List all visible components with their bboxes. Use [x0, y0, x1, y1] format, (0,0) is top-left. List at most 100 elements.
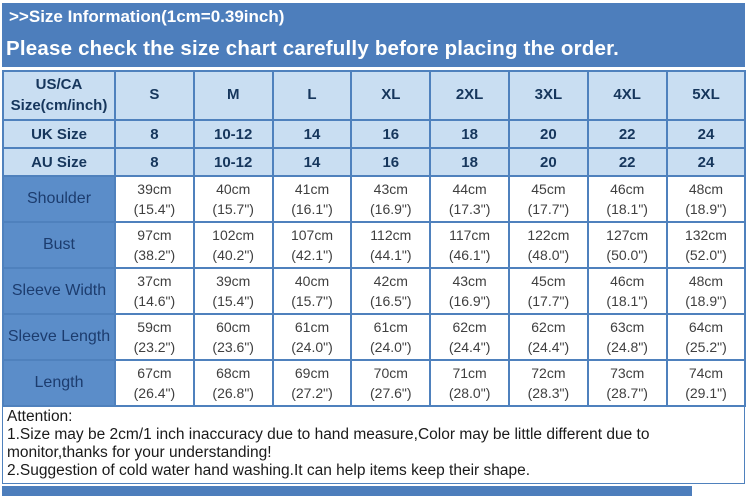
cm-value: 67cm	[137, 365, 172, 381]
inch-value: (17.7")	[527, 201, 570, 217]
size-header-cell: S	[114, 70, 195, 121]
cm-value: 46cm	[610, 273, 645, 289]
measurement-row: Length 67cm (26.4") 68cm (26.8") 69cm (27.2") 7…	[2, 359, 747, 407]
inch-value: (24.0")	[291, 339, 333, 355]
inch-value: (15.4")	[133, 201, 176, 217]
cm-value: 97cm	[137, 227, 172, 243]
au-size-row: AU Size 8 10-12 14 16 18 20 22 24	[2, 147, 747, 177]
inch-value: (48.0")	[527, 247, 570, 263]
size-header-cell: 2XL	[429, 70, 510, 121]
inch-value: (28.0")	[448, 385, 491, 401]
cm-value: 70cm	[373, 365, 408, 381]
inch-value: (27.2")	[291, 385, 333, 401]
cm-value: 40cm	[294, 273, 330, 289]
cm-value: 62cm	[452, 319, 487, 335]
inch-value: (17.7")	[527, 293, 570, 309]
cm-value: 132cm	[684, 227, 727, 243]
inch-value: (18.1")	[606, 293, 648, 309]
inch-value: (16.1")	[291, 201, 333, 217]
measurement-row: Shoulder 39cm (15.4") 40cm (15.7") 41cm (16.1"…	[2, 175, 747, 223]
inch-value: (46.1")	[448, 247, 491, 263]
inch-value: (24.8")	[606, 339, 648, 355]
cm-value: 74cm	[688, 365, 724, 381]
uk-size-row-value: 18	[429, 119, 510, 149]
au-size-row-value: 20	[507, 147, 589, 177]
measurement-value-cell: 72cm (28.3")	[507, 359, 589, 407]
cm-value: 43cm	[452, 273, 487, 289]
measurement-row: Bust 97cm (38.2") 102cm (40.2") 107cm (42.1") 1…	[2, 221, 747, 269]
inch-value: (26.8")	[212, 385, 254, 401]
measurement-value-cell: 102cm (40.2")	[192, 221, 274, 269]
attention-title: Attention:	[7, 408, 73, 425]
measurement-value-cell: 132cm (52.0")	[665, 221, 747, 269]
uk-size-row-value: 10-12	[192, 119, 274, 149]
cm-value: 63cm	[610, 319, 645, 335]
uk-size-row-value: 20	[507, 119, 589, 149]
au-size-row-value: 10-12	[192, 147, 274, 177]
cm-value: 43cm	[373, 181, 408, 197]
au-size-row-label: AU Size	[2, 147, 116, 177]
inch-value: (24.4")	[527, 339, 570, 355]
inch-value: (24.4")	[448, 339, 491, 355]
size-header-cell: 5XL	[665, 70, 747, 121]
cm-value: 72cm	[531, 365, 566, 381]
attention-note-1: 1.Size may be 2cm/1 inch inaccuracy due …	[7, 426, 650, 461]
cm-value: 39cm	[137, 181, 172, 197]
measurement-value-cell: 40cm (15.7")	[192, 175, 274, 223]
inch-value: (23.2")	[133, 339, 176, 355]
inch-value: (29.1")	[685, 385, 727, 401]
cm-value: 62cm	[531, 319, 566, 335]
cm-value: 112cm	[370, 227, 412, 243]
measurement-value-cell: 39cm (15.4")	[114, 175, 195, 223]
measurement-value-cell: 60cm (23.6")	[192, 313, 274, 361]
inch-value: (28.3")	[527, 385, 570, 401]
inch-value: (18.9")	[685, 293, 727, 309]
measurement-value-cell: 107cm (42.1")	[271, 221, 353, 269]
inch-value: (44.1")	[370, 247, 412, 263]
inch-value: (52.0")	[685, 247, 727, 263]
cm-value: 46cm	[610, 181, 645, 197]
size-header-cell: 4XL	[586, 70, 668, 121]
inch-value: (16.9")	[448, 293, 491, 309]
attention-note-2: 2.Suggestion of cold water hand washing.…	[7, 462, 531, 479]
size-info-title: >>Size Information(1cm=0.39inch)	[9, 7, 285, 26]
cm-value: 42cm	[373, 273, 408, 289]
cm-value: 45cm	[531, 181, 566, 197]
measurement-value-cell: 48cm (18.9")	[665, 175, 747, 223]
inch-value: (23.6")	[212, 339, 254, 355]
size-header-cell: XL	[350, 70, 432, 121]
uk-size-row-value: 14	[271, 119, 353, 149]
cm-value: 44cm	[452, 181, 487, 197]
order-notice-text: Please check the size chart carefully be…	[6, 37, 620, 60]
cm-value: 122cm	[527, 227, 570, 243]
size-table: US/CA Size(cm/inch) S M L XL 2XL 3XL 4XL 5XL UK…	[2, 70, 747, 407]
cm-value: 48cm	[688, 273, 724, 289]
inch-value: (38.2")	[133, 247, 176, 263]
size-header-cell: 3XL	[507, 70, 589, 121]
corner-header-line1: US/CA	[35, 76, 83, 94]
inch-value: (40.2")	[212, 247, 254, 263]
measurement-value-cell: 70cm (27.6")	[350, 359, 432, 407]
cm-value: 48cm	[688, 181, 724, 197]
inch-value: (16.5")	[370, 293, 412, 309]
measurement-value-cell: 39cm (15.4")	[192, 267, 274, 315]
measurement-value-cell: 112cm (44.1")	[350, 221, 432, 269]
measurement-value-cell: 45cm (17.7")	[507, 175, 589, 223]
cm-value: 107cm	[290, 227, 333, 243]
measurement-value-cell: 97cm (38.2")	[114, 221, 195, 269]
corner-header-line2: Size(cm/inch)	[10, 96, 108, 114]
cm-value: 102cm	[212, 227, 255, 243]
measurement-row: Sleeve Length 59cm (23.2") 60cm (23.6") 61cm (…	[2, 313, 747, 361]
measurement-value-cell: 61cm (24.0")	[271, 313, 353, 361]
cm-value: 69cm	[294, 365, 330, 381]
au-size-row-value: 8	[114, 147, 195, 177]
cm-value: 41cm	[294, 181, 330, 197]
inch-value: (42.1")	[291, 247, 333, 263]
measurement-value-cell: 44cm (17.3")	[429, 175, 510, 223]
attention-box: Attention: 1.Size may be 2cm/1 inch inac…	[2, 407, 745, 484]
cm-value: 61cm	[373, 319, 408, 335]
au-size-row-value: 18	[429, 147, 510, 177]
cm-value: 71cm	[452, 365, 487, 381]
inch-value: (17.3")	[448, 201, 491, 217]
uk-size-row-value: 16	[350, 119, 432, 149]
